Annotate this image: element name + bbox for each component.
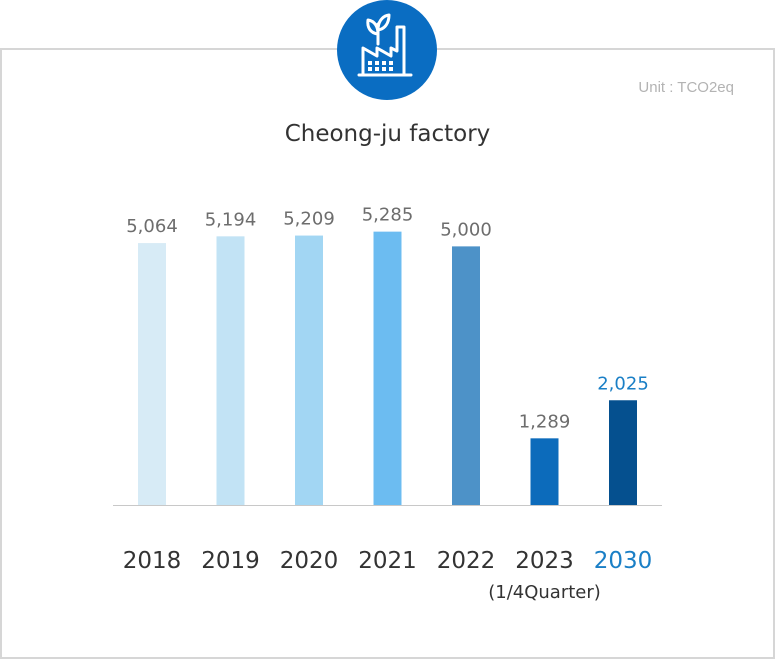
value-label-2018: 5,064 [126,216,178,237]
tick-label-2023: 2023 [515,548,574,574]
value-label-2022: 5,000 [440,219,492,240]
bar-2030 [609,400,637,505]
chart-title: Cheong-ju factory [284,121,491,147]
tick-label-2021: 2021 [358,548,417,574]
tick-label-2018: 2018 [123,548,182,574]
value-label-2020: 5,209 [283,209,335,230]
bar-2019 [216,236,245,505]
tick-label-2030: 2030 [594,548,653,574]
unit-label: Unit : TCO2eq [638,79,734,96]
bar-2022 [452,246,480,505]
factory-leaf-icon [337,0,437,100]
tick-label-2020: 2020 [280,548,339,574]
value-label-2021: 5,285 [362,205,414,226]
tick-sublabel-2023: (1/4Quarter) [488,582,601,603]
value-label-2030: 2,025 [597,373,649,394]
bar-2018 [138,243,166,505]
value-label-2023: 1,289 [519,411,571,432]
value-label-2019: 5,194 [205,209,257,230]
bar-2020 [295,235,323,505]
bar-2023 [530,438,559,505]
tick-label-2019: 2019 [201,548,260,574]
tick-label-2022: 2022 [437,548,496,574]
bar-2021 [373,231,402,505]
